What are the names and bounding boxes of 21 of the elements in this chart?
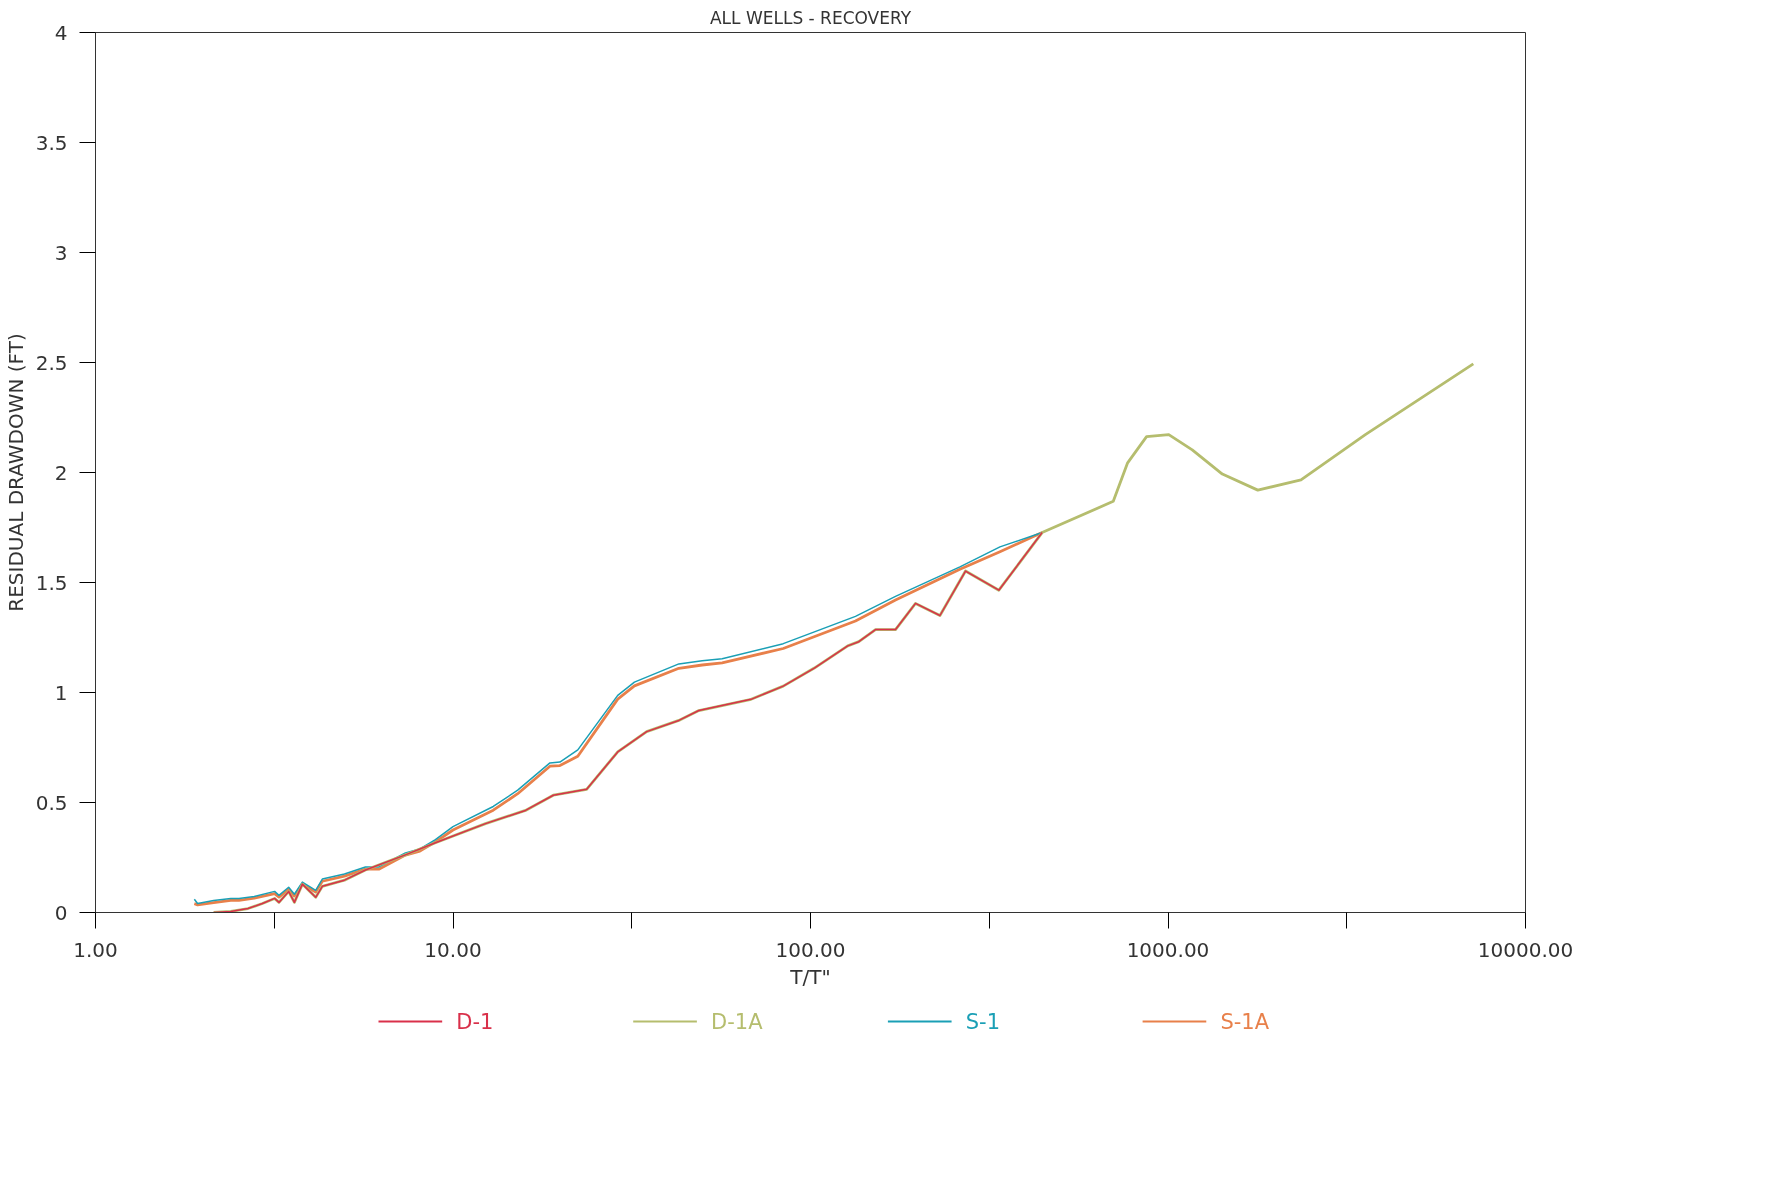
chart-title: ALL WELLS - RECOVERY <box>709 7 912 28</box>
x-tick-label: 10.00 <box>424 937 482 962</box>
x-tick-label: 10000.00 <box>1477 937 1574 962</box>
x-axis-title: T/T" <box>789 964 831 989</box>
x-tick-label: 100.00 <box>775 937 846 962</box>
y-tick-label: 3.5 <box>35 130 68 155</box>
x-tick-label: 1.00 <box>73 937 118 962</box>
y-tick-label: 1.5 <box>35 570 68 595</box>
legend-label: S-1 <box>965 1009 1001 1034</box>
y-axis-title: RESIDUAL DRAWDOWN (FT) <box>3 333 28 612</box>
legend-label: S-1A <box>1220 1009 1270 1034</box>
legend-label: D-1 <box>456 1009 494 1034</box>
x-tick-label: 1000.00 <box>1126 937 1210 962</box>
y-tick-label: 3 <box>54 240 68 265</box>
y-tick-label: 0 <box>54 900 68 925</box>
y-tick-label: 4 <box>54 20 68 45</box>
y-tick-label: 2 <box>54 460 68 485</box>
y-tick-label: 2.5 <box>35 350 68 375</box>
y-tick-label: 1 <box>54 680 68 705</box>
legend-label: D-1A <box>711 1009 764 1034</box>
y-tick-label: 0.5 <box>35 790 68 815</box>
